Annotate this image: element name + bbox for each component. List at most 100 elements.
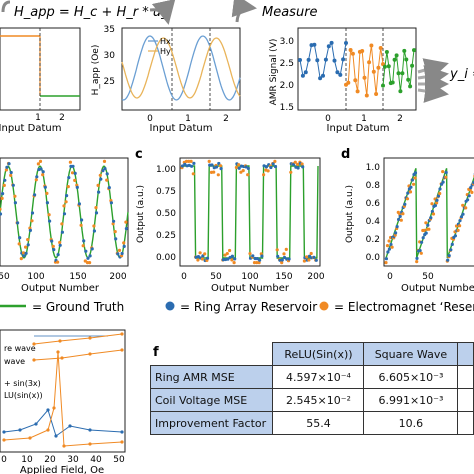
electromagnet-point	[47, 213, 51, 217]
c-xtick-150: 150	[275, 272, 292, 282]
ring-point	[435, 198, 439, 202]
e-xtick-10: 10	[21, 455, 33, 465]
c-xtick-50: 50	[210, 272, 222, 282]
e-legend-0: re wave	[4, 344, 36, 353]
ring-point	[389, 242, 393, 247]
amr-line	[345, 45, 384, 96]
ring-point	[73, 171, 77, 175]
ring-point	[43, 185, 47, 189]
ring-point	[45, 201, 50, 205]
electromagnet-point	[24, 245, 28, 249]
electromagnet-point	[21, 251, 26, 255]
panel-e-point	[88, 336, 92, 340]
electromagnet-point	[430, 202, 434, 206]
electromagnet-point	[252, 261, 257, 265]
panel-b-xtick-0: 0	[147, 114, 153, 124]
electromagnet-point	[111, 222, 115, 226]
amr-ytick-15: 1.5	[280, 103, 294, 113]
legend-electromagnet: = Electromagnet ‘Reservoir’	[334, 300, 474, 314]
ring-point	[449, 248, 453, 252]
electromagnet-point	[401, 212, 405, 216]
ring-point	[3, 178, 7, 182]
ring-point	[92, 229, 96, 233]
ring-point	[273, 165, 278, 169]
ring-point	[5, 165, 9, 169]
ring-point	[258, 258, 262, 262]
c-xtick-100: 100	[241, 272, 258, 282]
ring-point	[307, 254, 312, 258]
electromagnet-point	[435, 201, 439, 205]
panel-f-letter: f	[153, 345, 159, 360]
output-label: y_i =	[449, 67, 474, 82]
b2-xlabel: Output Number	[21, 283, 100, 294]
amr-ytick-20: 2.0	[280, 81, 295, 91]
ring-point	[103, 167, 107, 171]
output-arrow-1	[417, 58, 449, 82]
electromagnet-point	[302, 259, 306, 263]
output-arrow-2	[417, 65, 449, 89]
electromagnet-point	[66, 185, 70, 189]
ring-point	[62, 212, 67, 216]
ring-point	[469, 186, 473, 190]
electromagnet-point	[98, 173, 102, 177]
e-xtick-50: 50	[113, 455, 125, 465]
ring-point	[296, 166, 300, 170]
electromagnet-point	[399, 218, 403, 222]
ring-point	[459, 215, 464, 219]
ring-point	[458, 219, 462, 223]
ring-point	[52, 248, 56, 252]
ring-point	[246, 166, 250, 170]
e-legend-3: LU(sin(x))	[4, 391, 43, 400]
electromagnet-point	[196, 258, 200, 262]
electromagnet-point	[284, 247, 288, 251]
table-row: Improvement Factor 55.4 10.6	[149, 411, 474, 435]
measure-label: Measure	[262, 5, 318, 20]
ring-point	[9, 170, 13, 175]
electromagnet-point	[4, 168, 8, 172]
ring-point	[50, 239, 54, 243]
electromagnet-point	[58, 240, 62, 245]
electromagnet-point	[45, 191, 49, 195]
ring-point	[41, 170, 45, 174]
ring-point	[75, 185, 79, 189]
electromagnet-point	[246, 173, 250, 177]
panel-a-xlabel: Input Datum	[0, 123, 61, 134]
ring-point	[276, 254, 280, 258]
electromagnet-point	[239, 170, 243, 174]
ring-point	[280, 258, 284, 262]
ring-point	[77, 202, 81, 206]
electromagnet-point	[441, 170, 445, 174]
d-ytick-00: 0.0	[366, 253, 381, 263]
electromagnet-point	[427, 227, 431, 231]
ring-point	[210, 163, 214, 167]
panel-b-xtick-1: 1	[185, 114, 191, 124]
electromagnet-point	[419, 251, 423, 255]
ring-point	[406, 191, 410, 195]
electromagnet-point	[92, 224, 96, 228]
panel-e-point	[60, 356, 64, 360]
ring-point	[453, 234, 457, 238]
panel-e-point	[34, 422, 38, 426]
panel-e-point	[68, 424, 72, 428]
panel-e-point	[58, 339, 62, 343]
electromagnet-point	[456, 228, 460, 232]
ring-point	[429, 216, 433, 220]
ring-point	[13, 201, 17, 205]
panel-b-xlabel: Input Datum	[150, 123, 213, 134]
panel-e-point	[56, 350, 60, 354]
ring-point	[71, 164, 75, 168]
electromagnet-point	[96, 183, 100, 187]
electromagnet-point	[105, 178, 109, 182]
legend-row: = Ground Truth = Ring Array Reservoir = …	[0, 300, 474, 314]
e-xlabel: Applied Field, Oe	[20, 465, 104, 474]
electromagnet-point	[412, 182, 416, 186]
ring-point	[438, 187, 442, 191]
amr-ytick-25: 2.5	[280, 59, 294, 69]
d-xlabel: Output Number	[401, 283, 474, 294]
ring-point	[28, 228, 32, 232]
panel-e-field: re wave wave + sin(3x) LU(sin(x)) 0 10 2…	[0, 329, 126, 474]
electromagnet-point	[237, 163, 241, 167]
table-cell: 6.605×10⁻³	[363, 365, 459, 389]
ring-point	[82, 239, 86, 243]
legend-hx: Hx	[160, 37, 171, 46]
